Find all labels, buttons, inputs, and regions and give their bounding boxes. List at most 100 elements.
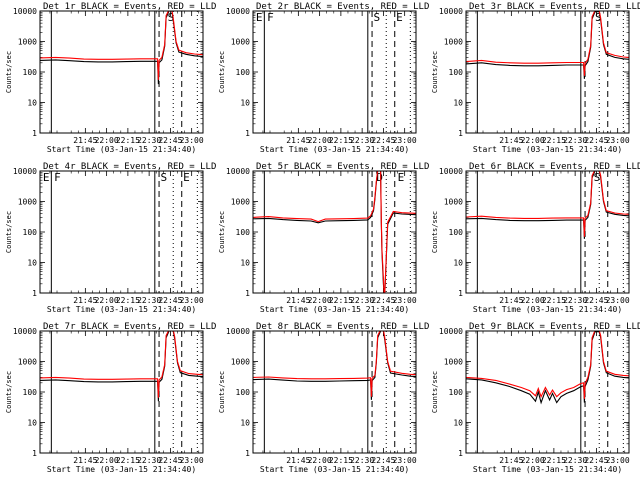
x-axis-label: Start Time (03-Jan-15 21:34:40) [47, 145, 196, 154]
x-tick-label: 21:45 [499, 136, 523, 145]
x-axis-label: Start Time (03-Jan-15 21:34:40) [260, 145, 409, 154]
x-axis-label: Start Time (03-Jan-15 21:34:40) [260, 305, 409, 314]
plot-frame [465, 330, 630, 454]
series-group [40, 11, 203, 85]
y-tick-label: 100 [236, 228, 251, 237]
x-tick-label: 22:45 [584, 136, 608, 145]
panel-title: Det 7r BLACK = Events, RED = LLD [43, 322, 216, 332]
marker-letter: E [398, 171, 405, 184]
marker-letter: E [256, 11, 263, 24]
panel-9: Det 9r BLACK = Events, RED = LLD 1 10 100 10… [431, 322, 640, 474]
plot-frame [39, 10, 204, 134]
x-tick-label: 21:45 [499, 296, 523, 305]
x-tick-label: 22:00 [521, 296, 545, 305]
y-tick-label: 100 [23, 68, 38, 77]
panel-3: Det 3r BLACK = Events, RED = LLD 1 10 100 10… [431, 2, 640, 154]
panel-title: Det 4r BLACK = Events, RED = LLD [43, 162, 216, 172]
y-tick-label: 1000 [444, 38, 463, 47]
y-tick-label: 1000 [444, 358, 463, 367]
x-tick-label: 22:00 [95, 296, 119, 305]
panel-title: Det 8r BLACK = Events, RED = LLD [256, 322, 429, 332]
marker-letter: S [594, 171, 601, 184]
y-tick-label: 10000 [439, 327, 463, 336]
x-tick-label: 21:45 [286, 296, 310, 305]
marker-letter: S [160, 171, 167, 184]
x-tick-label: 22:30 [563, 456, 587, 465]
y-tick-label: 1 [458, 129, 463, 138]
x-tick-label: 22:15 [329, 296, 353, 305]
x-axis-label: Start Time (03-Jan-15 21:34:40) [473, 465, 622, 474]
y-axis-label: Counts/sec [431, 211, 439, 253]
x-tick-label: 22:00 [308, 296, 332, 305]
panel-1: Det 1r BLACK = Events, RED = LLD 1 10 100 10… [5, 2, 216, 154]
lld-series-line [253, 171, 416, 293]
x-tick-label: 23:00 [180, 456, 204, 465]
x-tick-label: 22:15 [542, 456, 566, 465]
y-tick-label: 10000 [439, 167, 463, 176]
y-tick-label: 10 [240, 259, 250, 268]
y-axis-label: Counts/sec [431, 371, 439, 413]
x-tick-label: 21:45 [499, 456, 523, 465]
y-axis-label: Counts/sec [5, 51, 13, 93]
x-tick-label: 22:30 [350, 136, 374, 145]
x-tick-label: 23:00 [606, 296, 630, 305]
y-tick-label: 1000 [18, 38, 37, 47]
y-tick-label: 100 [236, 68, 251, 77]
marker-letter: E [183, 171, 190, 184]
y-tick-label: 10 [453, 419, 463, 428]
x-tick-label: 22:15 [542, 136, 566, 145]
marker-letter: F [267, 11, 274, 24]
y-tick-label: 1000 [231, 38, 250, 47]
x-tick-label: 22:45 [584, 456, 608, 465]
lld-series-line [253, 331, 416, 397]
marker-letter: F [54, 171, 61, 184]
x-tick-label: 22:15 [116, 456, 140, 465]
panel-title: Det 3r BLACK = Events, RED = LLD [469, 2, 640, 12]
panel-8: Det 8r BLACK = Events, RED = LLD 1 10 100 10… [218, 322, 429, 474]
x-axis-label: Start Time (03-Jan-15 21:34:40) [473, 305, 622, 314]
marker-letter: E [396, 11, 403, 24]
y-tick-label: 10 [27, 99, 37, 108]
marker-letter: S [595, 11, 602, 24]
x-tick-label: 23:00 [606, 456, 630, 465]
x-tick-label: 22:45 [158, 136, 182, 145]
y-tick-label: 1000 [444, 198, 463, 207]
x-tick-label: 22:30 [350, 296, 374, 305]
x-tick-label: 23:00 [393, 136, 417, 145]
x-tick-label: 22:45 [584, 296, 608, 305]
plot-frame [252, 330, 417, 454]
x-tick-label: 22:45 [371, 136, 395, 145]
x-tick-label: 22:00 [308, 456, 332, 465]
plot-frame [465, 10, 630, 134]
y-tick-label: 1 [245, 129, 250, 138]
x-tick-label: 22:15 [542, 296, 566, 305]
lld-series-line [40, 331, 203, 398]
panel-2: Det 2r BLACK = Events, RED = LLD 1 10 100 10… [218, 2, 429, 154]
y-axis-label: Counts/sec [218, 51, 226, 93]
y-tick-label: 10000 [13, 167, 37, 176]
y-tick-label: 1 [32, 289, 37, 298]
x-tick-label: 22:00 [308, 136, 332, 145]
x-tick-label: 22:00 [95, 136, 119, 145]
x-tick-label: 21:45 [286, 456, 310, 465]
x-axis-label: Start Time (03-Jan-15 21:34:40) [47, 305, 196, 314]
y-tick-label: 100 [449, 68, 464, 77]
x-tick-label: 22:15 [329, 456, 353, 465]
plot-frame [252, 170, 417, 294]
plot-frame [39, 170, 204, 294]
y-tick-label: 1000 [18, 358, 37, 367]
lld-series-line [40, 11, 203, 80]
y-tick-label: 10000 [439, 7, 463, 16]
x-tick-label: 22:45 [371, 456, 395, 465]
x-tick-label: 22:15 [329, 136, 353, 145]
plot-frame [252, 10, 417, 134]
y-tick-label: 100 [23, 228, 38, 237]
x-tick-label: 22:30 [350, 456, 374, 465]
y-tick-label: 1 [32, 129, 37, 138]
x-axis-label: Start Time (03-Jan-15 21:34:40) [260, 465, 409, 474]
events-series-line [253, 171, 416, 293]
lld-series-line [466, 171, 629, 237]
y-tick-label: 1000 [18, 198, 37, 207]
panel-title: Det 5r BLACK = Events, RED = LLD [256, 162, 429, 172]
